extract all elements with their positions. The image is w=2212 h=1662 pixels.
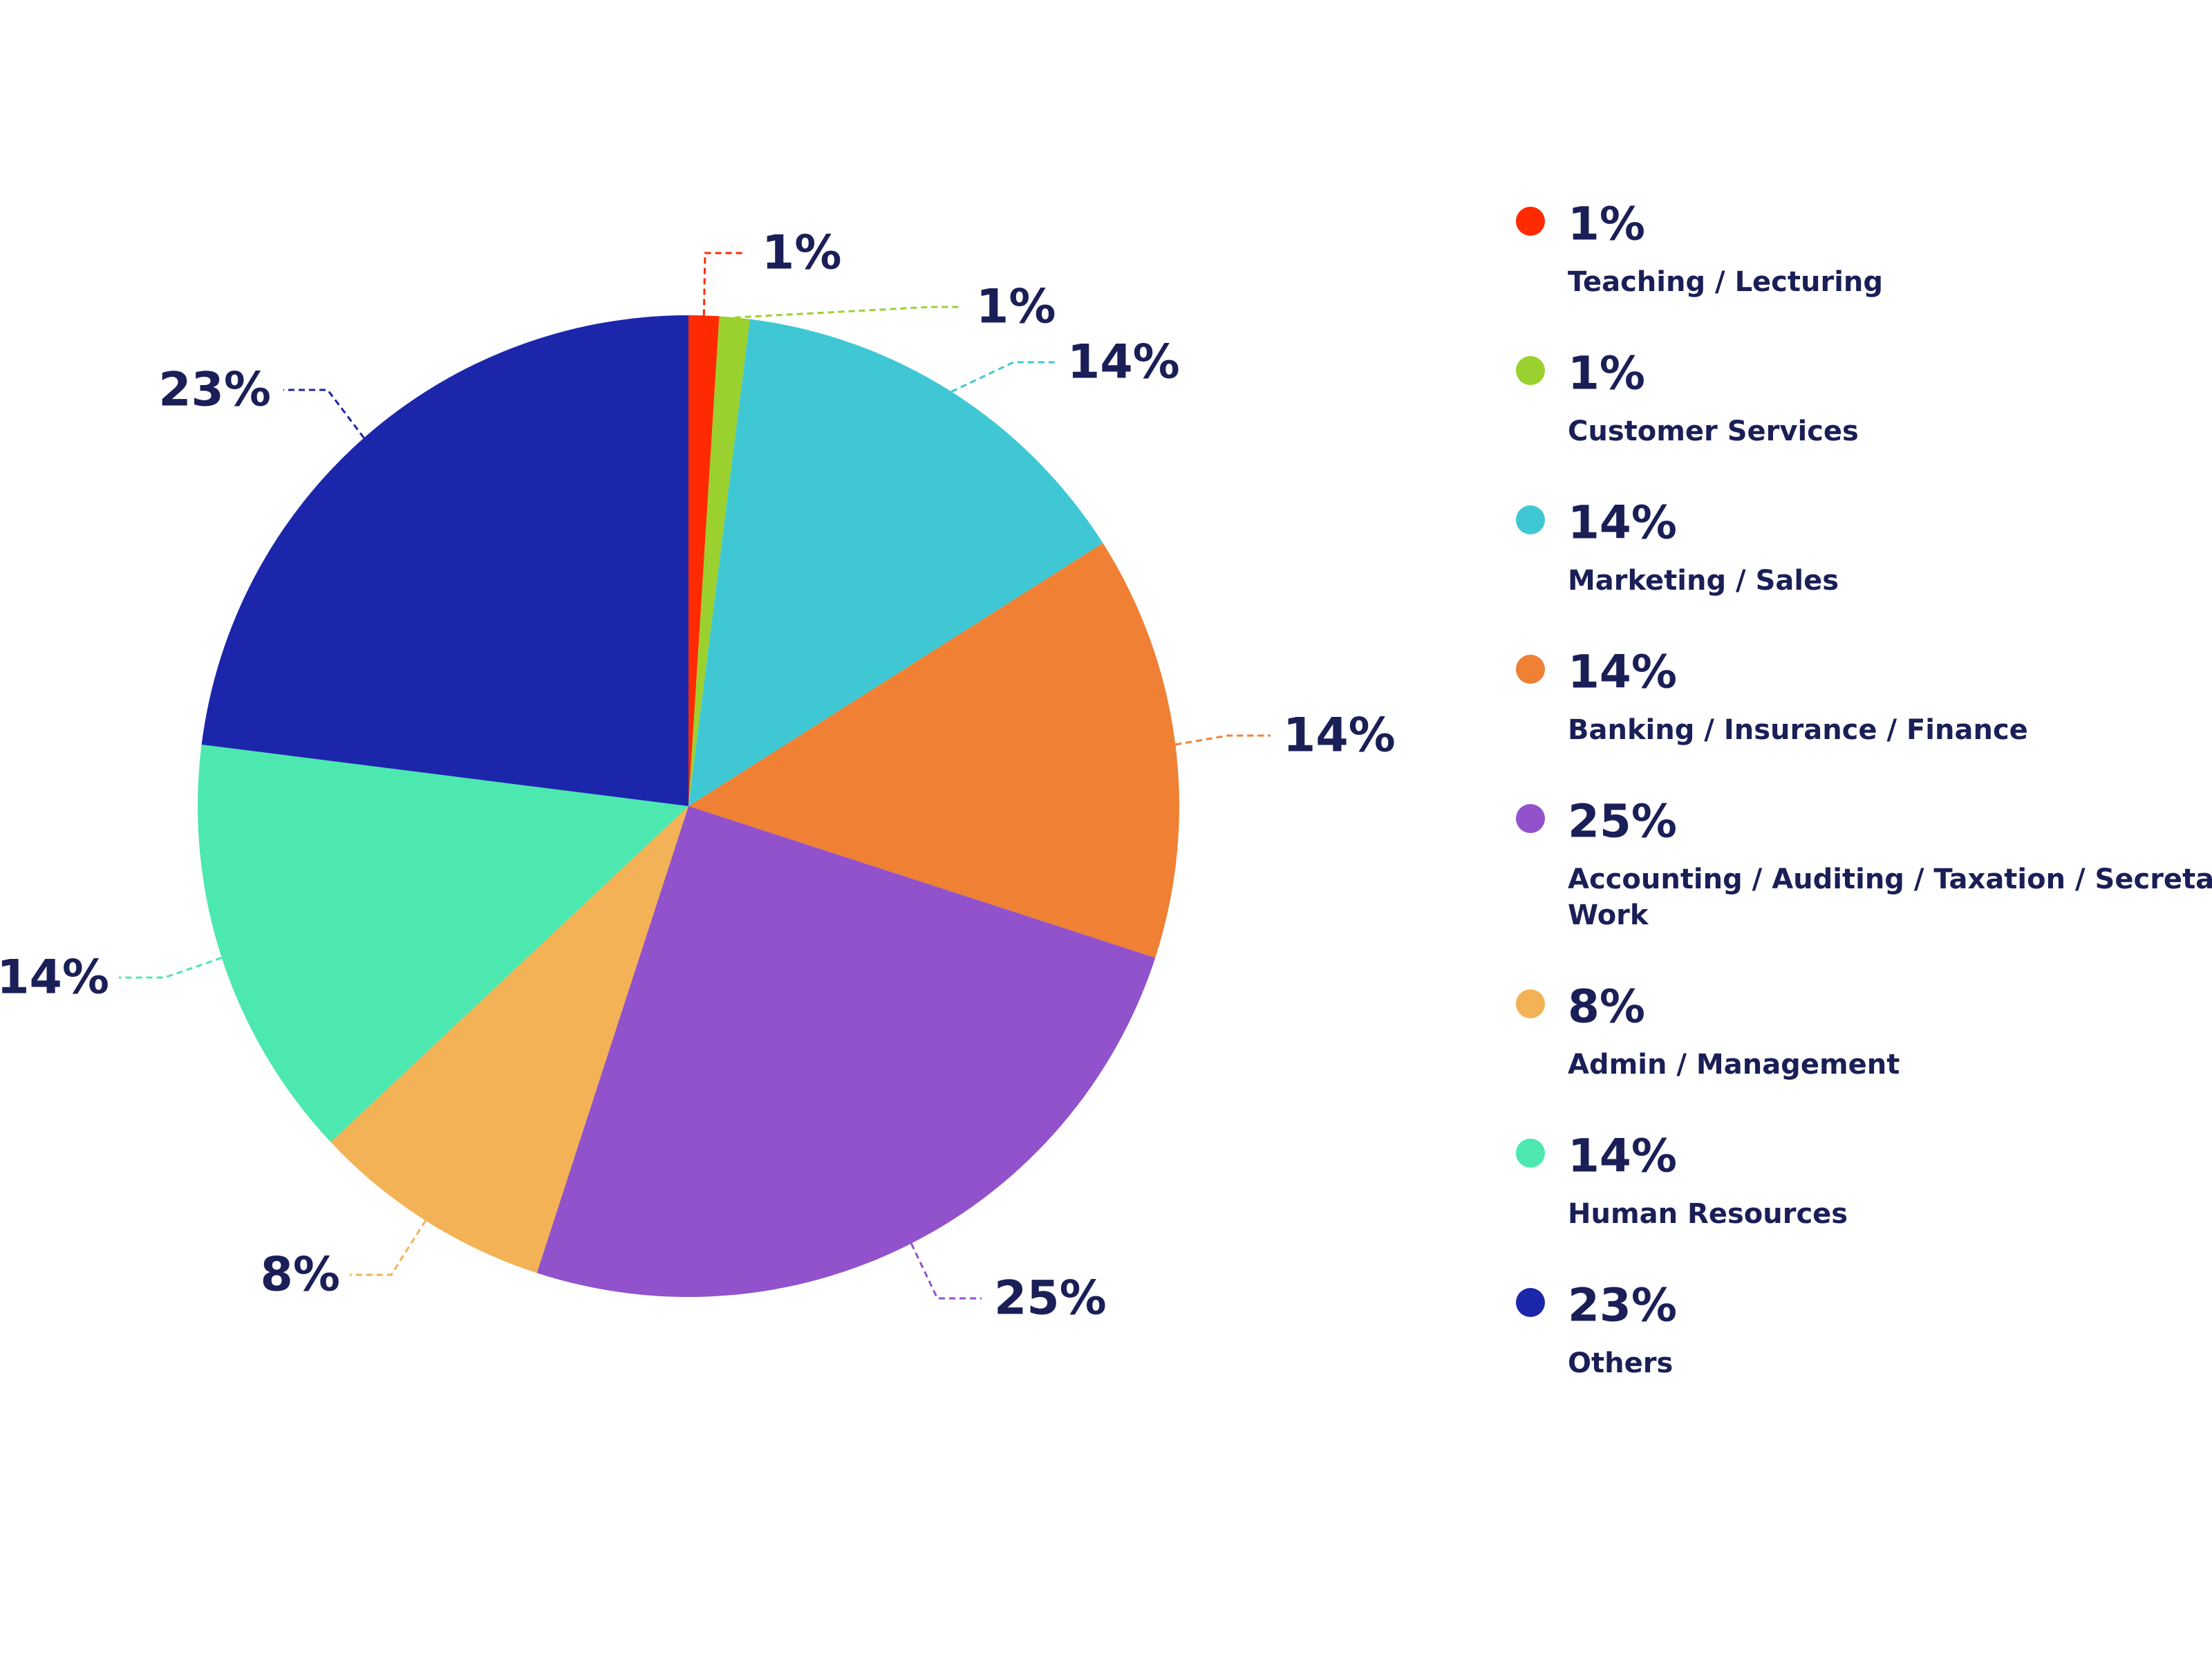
pie-slice-accounting-auditing-taxation-secretarial-work	[536, 806, 1156, 1297]
legend-swatch	[1516, 1288, 1545, 1317]
pie-slice-customer-services	[688, 316, 750, 806]
slice-label-banking-insurance-finance: 14%	[1283, 709, 1396, 763]
legend-value: 14%	[1568, 496, 1677, 550]
legend-swatch	[1516, 655, 1545, 684]
slice-label-marketing-sales: 14%	[1067, 335, 1180, 390]
slice-label-customer-services: 1%	[976, 280, 1056, 335]
legend-item: 14% Human Resources	[1516, 1130, 1848, 1230]
slice-label-accounting-auditing-taxation-secretarial-work: 25%	[994, 1271, 1107, 1326]
legend-label: Teaching / Lecturing	[1568, 266, 1883, 298]
leader-line-marketing-sales	[950, 361, 1055, 393]
leader-line-customer-services	[734, 306, 962, 319]
legend-value: 14%	[1568, 1130, 1677, 1183]
slice-label-others: 23%	[158, 363, 271, 418]
pie-slice-banking-insurance-finance	[688, 543, 1179, 958]
legend-label: Banking / Insurance / Finance	[1568, 714, 2028, 746]
legend-value: 8%	[1568, 980, 1645, 1034]
legend-value: 14%	[1568, 646, 1677, 699]
leader-line-teaching-lecturing	[702, 252, 745, 316]
slice-label-admin-management: 8%	[261, 1248, 340, 1302]
label-leader-lines	[119, 252, 1271, 1300]
legend-value: 1%	[1568, 198, 1645, 251]
legend-label: Human Resources	[1568, 1198, 1848, 1230]
legend-swatch	[1516, 356, 1545, 385]
legend-item: 14% Banking / Insurance / Finance	[1516, 646, 2028, 746]
legend-swatch	[1516, 505, 1545, 534]
leader-line-accounting-auditing-taxation-secretarial-work	[910, 1242, 982, 1300]
legend-item: 1% Customer Services	[1516, 347, 1859, 447]
slice-label-teaching-lecturing: 1%	[762, 226, 841, 281]
pie-slice-human-resources	[198, 745, 688, 1143]
leader-line-human-resources	[119, 956, 223, 979]
pie-slice-marketing-sales	[688, 319, 1103, 807]
legend-swatch	[1516, 1139, 1545, 1168]
legend-item: 14% Marketing / Sales	[1516, 496, 1839, 597]
legend-label: Customer Services	[1568, 416, 1859, 447]
pie-slice-admin-management	[330, 806, 688, 1273]
pie-slice-teaching-lecturing	[688, 315, 720, 806]
legend: 1% Teaching / Lecturing 1% Customer Service…	[1516, 198, 2212, 1379]
slice-label-human-resources: 14%	[0, 951, 109, 1005]
leader-line-admin-management	[350, 1220, 427, 1276]
legend-item: 1% Teaching / Lecturing	[1516, 198, 1883, 298]
pie-slice-others	[201, 315, 689, 806]
legend-item: 23% Others	[1516, 1279, 1677, 1379]
legend-value: 25%	[1568, 795, 1677, 848]
pie-slices	[198, 315, 1179, 1297]
legend-label: Others	[1568, 1347, 1673, 1379]
legend-swatch	[1516, 207, 1545, 236]
legend-item: 25% Accounting / Auditing / Taxation / Se…	[1516, 795, 2212, 931]
slice-labels: 1%1%14%14%25%8%14%23%	[0, 226, 1396, 1326]
legend-item: 8% Admin / Management	[1516, 980, 1900, 1081]
legend-label: Marketing / Sales	[1568, 565, 1839, 597]
legend-swatch	[1516, 989, 1545, 1018]
legend-value: 23%	[1568, 1279, 1677, 1332]
legend-label: Admin / Management	[1568, 1049, 1900, 1081]
legend-label: Work	[1568, 899, 1649, 931]
legend-label: Accounting / Auditing / Taxation / Secre…	[1568, 863, 2212, 895]
legend-value: 1%	[1568, 347, 1645, 400]
leader-line-banking-insurance-finance	[1175, 734, 1271, 746]
leader-line-others	[283, 389, 365, 439]
legend-swatch	[1516, 804, 1545, 833]
